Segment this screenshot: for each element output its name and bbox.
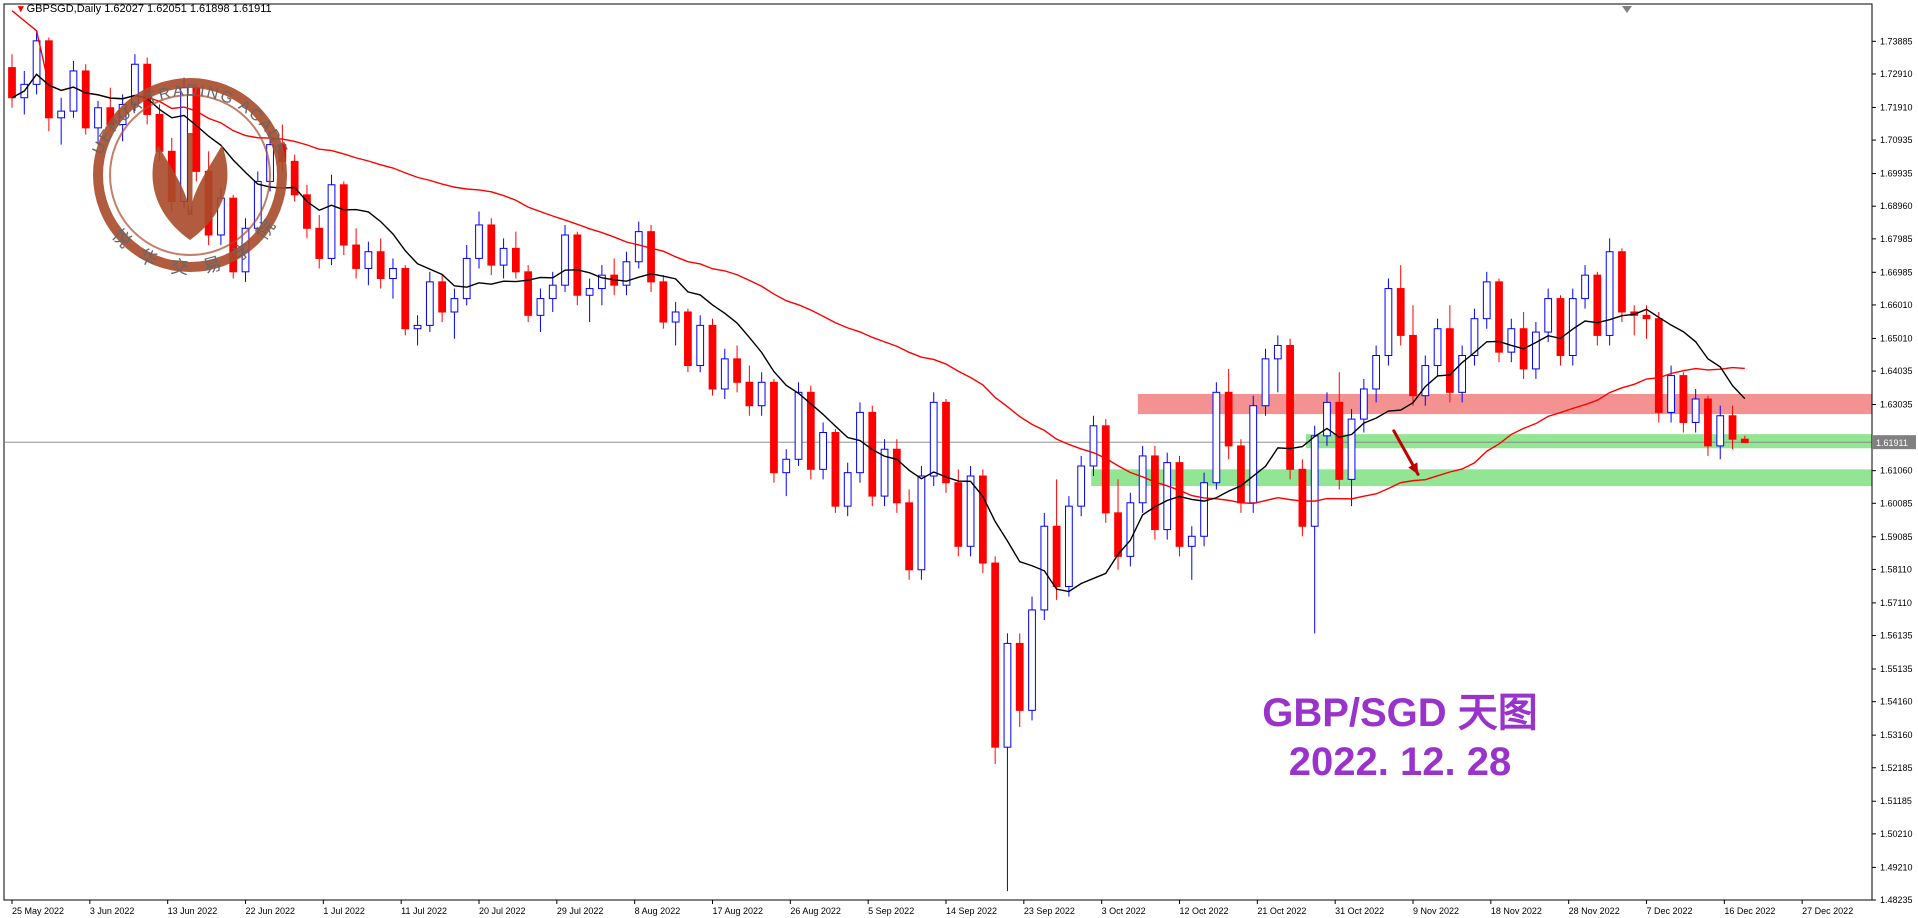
svg-text:1 Jul 2022: 1 Jul 2022 bbox=[323, 906, 365, 916]
svg-text:1.54160: 1.54160 bbox=[1880, 697, 1913, 707]
svg-text:9 Nov 2022: 9 Nov 2022 bbox=[1413, 906, 1459, 916]
svg-text:1.65010: 1.65010 bbox=[1880, 333, 1913, 343]
title-text: GBPSGD,Daily 1.62027 1.62051 1.61898 1.6… bbox=[27, 3, 272, 15]
svg-text:17 Aug 2022: 17 Aug 2022 bbox=[713, 906, 764, 916]
svg-text:14 Sep 2022: 14 Sep 2022 bbox=[946, 906, 997, 916]
svg-text:26 Aug 2022: 26 Aug 2022 bbox=[790, 906, 841, 916]
svg-text:1.61911: 1.61911 bbox=[1876, 438, 1908, 448]
svg-text:1.58110: 1.58110 bbox=[1880, 564, 1912, 574]
svg-text:1.61060: 1.61060 bbox=[1880, 466, 1913, 476]
svg-text:22 Jun 2022: 22 Jun 2022 bbox=[246, 906, 296, 916]
svg-text:1.60085: 1.60085 bbox=[1880, 498, 1913, 508]
svg-text:1.71910: 1.71910 bbox=[1880, 102, 1913, 112]
svg-text:1.50210: 1.50210 bbox=[1880, 829, 1913, 839]
svg-text:23 Sep 2022: 23 Sep 2022 bbox=[1024, 906, 1075, 916]
svg-text:31 Oct 2022: 31 Oct 2022 bbox=[1335, 906, 1384, 916]
chart-root: 1.73885 1.72910 1.71910 1.70935 1.69935 1.689… bbox=[0, 0, 1918, 918]
svg-text:21 Oct 2022: 21 Oct 2022 bbox=[1257, 906, 1306, 916]
svg-text:1.49210: 1.49210 bbox=[1880, 862, 1913, 872]
svg-text:1.63035: 1.63035 bbox=[1880, 400, 1913, 410]
chart-title-bar: ▾ GBPSGD,Daily 1.62027 1.62051 1.61898 1… bbox=[18, 2, 272, 15]
svg-text:1.70935: 1.70935 bbox=[1880, 135, 1913, 145]
svg-text:13 Jun 2022: 13 Jun 2022 bbox=[168, 906, 218, 916]
svg-text:1.52185: 1.52185 bbox=[1880, 763, 1913, 773]
svg-text:1.51185: 1.51185 bbox=[1880, 796, 1912, 806]
svg-text:11 Jul 2022: 11 Jul 2022 bbox=[401, 906, 447, 916]
svg-text:1.48235: 1.48235 bbox=[1880, 895, 1913, 905]
svg-text:1.72910: 1.72910 bbox=[1880, 69, 1913, 79]
svg-text:3 Jun 2022: 3 Jun 2022 bbox=[90, 906, 135, 916]
svg-text:1.53160: 1.53160 bbox=[1880, 730, 1913, 740]
svg-text:27 Dec 2022: 27 Dec 2022 bbox=[1802, 906, 1853, 916]
svg-text:5 Sep 2022: 5 Sep 2022 bbox=[868, 906, 914, 916]
svg-text:18 Nov 2022: 18 Nov 2022 bbox=[1491, 906, 1542, 916]
svg-text:1.69935: 1.69935 bbox=[1880, 169, 1913, 179]
svg-text:1.67985: 1.67985 bbox=[1880, 234, 1913, 244]
svg-text:1.56135: 1.56135 bbox=[1880, 631, 1913, 641]
svg-text:1.55135: 1.55135 bbox=[1880, 664, 1913, 674]
svg-text:1.68960: 1.68960 bbox=[1880, 201, 1913, 211]
svg-text:29 Jul 2022: 29 Jul 2022 bbox=[557, 906, 604, 916]
svg-text:1.59085: 1.59085 bbox=[1880, 532, 1913, 542]
svg-text:1.66985: 1.66985 bbox=[1880, 267, 1913, 277]
svg-text:16 Dec 2022: 16 Dec 2022 bbox=[1724, 906, 1775, 916]
svg-text:20 Jul 2022: 20 Jul 2022 bbox=[479, 906, 526, 916]
svg-text:7 Dec 2022: 7 Dec 2022 bbox=[1647, 906, 1693, 916]
svg-text:25 May 2022: 25 May 2022 bbox=[12, 906, 64, 916]
svg-text:8 Aug 2022: 8 Aug 2022 bbox=[635, 906, 681, 916]
candlestick-chart: 1.73885 1.72910 1.71910 1.70935 1.69935 1.689… bbox=[0, 0, 1918, 918]
annotation-line1: GBP/SGD 天图 bbox=[1190, 680, 1610, 738]
svg-text:1.64035: 1.64035 bbox=[1880, 366, 1913, 376]
svg-text:28 Nov 2022: 28 Nov 2022 bbox=[1569, 906, 1620, 916]
svg-text:12 Oct 2022: 12 Oct 2022 bbox=[1180, 906, 1229, 916]
svg-text:1.73885: 1.73885 bbox=[1880, 36, 1913, 46]
svg-text:3 Oct 2022: 3 Oct 2022 bbox=[1102, 906, 1146, 916]
annotation-line2: 2022. 12. 28 bbox=[1190, 740, 1610, 785]
svg-text:1.66010: 1.66010 bbox=[1880, 300, 1913, 310]
svg-text:1.57110: 1.57110 bbox=[1880, 598, 1912, 608]
